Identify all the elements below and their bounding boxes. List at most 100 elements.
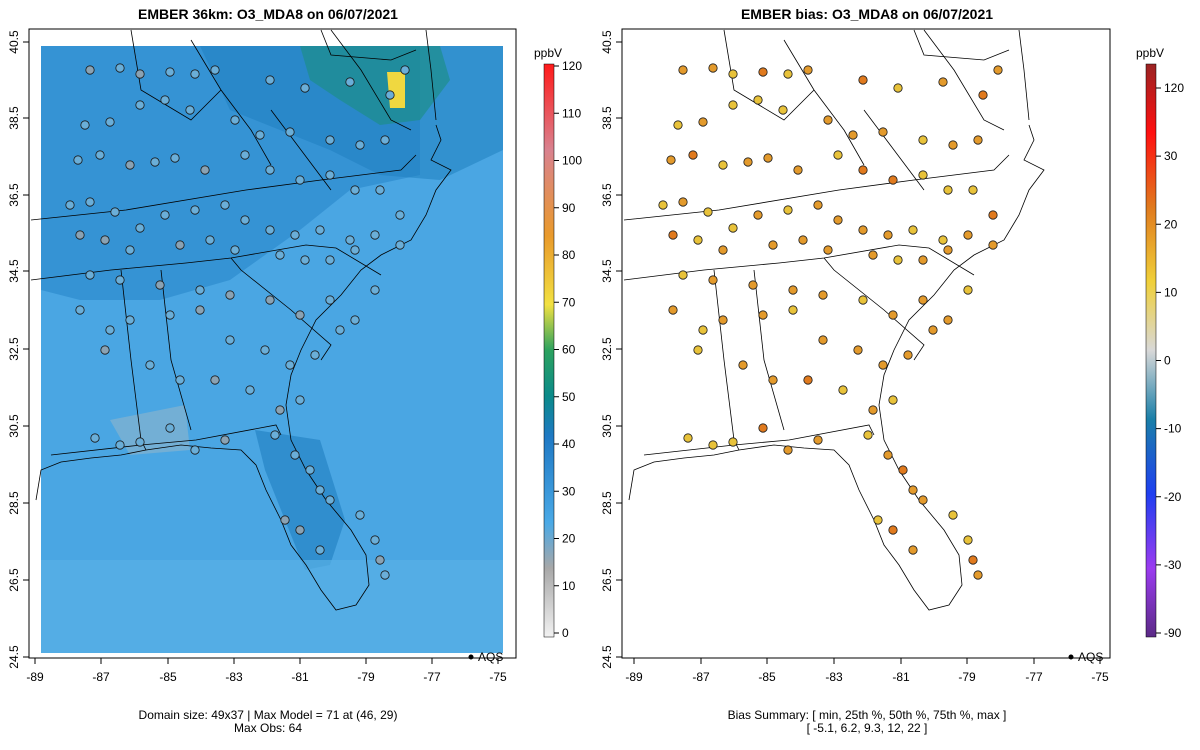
bias-site [888, 175, 898, 185]
bias-site [698, 117, 708, 127]
bias-site [973, 570, 983, 580]
colorbar-tick-label: 50 [562, 390, 576, 404]
y-tick-label: 24.5 [600, 645, 614, 669]
observation-site [315, 485, 325, 495]
right-footer: Bias Summary: [ min, 25th %, 50th %, 75t… [622, 709, 1112, 735]
bias-summary-values: [ -5.1, 6.2, 9.3, 12, 22 ] [806, 721, 928, 735]
bias-site [948, 140, 958, 150]
y-tick-label: 28.5 [7, 491, 21, 515]
colorbar-tick-label: 60 [562, 343, 576, 357]
observation-site [165, 310, 175, 320]
colorbar-tick-label: 100 [562, 154, 582, 168]
bias-site [883, 230, 893, 240]
observation-site [345, 235, 355, 245]
observation-site [90, 433, 100, 443]
aqs-legend-label-bias: AQS [1078, 650, 1104, 664]
bias-site [803, 65, 813, 75]
observation-site [115, 440, 125, 450]
boundary-line [783, 39, 865, 166]
colorbar-tick-label: 10 [1164, 285, 1178, 299]
observation-site [335, 325, 345, 335]
bias-site [888, 310, 898, 320]
colorbar-tick-label: 30 [562, 484, 576, 498]
bias-site [823, 115, 833, 125]
state-borders-bias [623, 29, 1045, 611]
right-map-title: EMBER bias: O3_MDA8 on 06/07/2021 [740, 6, 994, 22]
boundary-line [628, 124, 1045, 611]
bias-site [728, 100, 738, 110]
bias-site [753, 210, 763, 220]
y-tick-label: 26.5 [600, 568, 614, 592]
y-tick-label: 30.5 [7, 414, 21, 438]
observation-site [210, 375, 220, 385]
observation-site [160, 210, 170, 220]
bias-site [768, 240, 778, 250]
observation-site [125, 160, 135, 170]
observation-site [73, 155, 83, 165]
colorbar-tick-label: 110 [562, 106, 581, 120]
bias-site [878, 127, 888, 137]
state-borders [30, 29, 452, 611]
observation-site [200, 165, 210, 175]
observation-site [230, 115, 240, 125]
bias-site [703, 207, 713, 217]
observation-site [395, 210, 405, 220]
observation-site [220, 200, 230, 210]
observation-site [305, 465, 315, 475]
bias-site [813, 200, 823, 210]
boundary-line [723, 29, 815, 121]
bias-sites [658, 63, 1003, 580]
bias-site [823, 245, 833, 255]
observation-site [115, 275, 125, 285]
observation-site [375, 555, 385, 565]
model-field-ocean-light [41, 560, 503, 653]
bias-site [688, 150, 698, 160]
boundary-line [30, 154, 417, 221]
boundary-line [713, 269, 740, 451]
bias-site [708, 275, 718, 285]
bias-site [728, 223, 738, 233]
observation-site [125, 315, 135, 325]
right-y-axis: 24.5 26.5 28.5 30.5 32.5 34.5 36.5 38.5 40.5 [600, 30, 622, 669]
bias-site [753, 95, 763, 105]
observation-site [195, 305, 205, 315]
boundary-line [330, 29, 412, 131]
bias-site [818, 335, 828, 345]
boundary-line [50, 424, 282, 456]
observation-site [395, 240, 405, 250]
bias-site [763, 153, 773, 163]
boundary-line [643, 424, 875, 456]
observation-site [155, 280, 165, 290]
observation-site [80, 120, 90, 130]
observation-site [370, 230, 380, 240]
colorbar-tick-label: 20 [562, 532, 576, 546]
observation-site [295, 175, 305, 185]
right-x-axis: -89 -87 -85 -83 -81 -79 -77 -75 [625, 658, 1109, 684]
aqs-marker-bias [1068, 654, 1074, 660]
bias-site [708, 63, 718, 73]
observation-site [165, 423, 175, 433]
bias-site [908, 485, 918, 495]
observation-site [285, 127, 295, 137]
observation-site [110, 207, 120, 217]
bias-site [683, 433, 693, 443]
y-tick-label: 24.5 [7, 645, 21, 669]
observation-site [295, 395, 305, 405]
observation-site [270, 430, 280, 440]
observation-site [240, 215, 250, 225]
bias-site [968, 185, 978, 195]
observation-site [135, 69, 145, 79]
bias-site [868, 405, 878, 415]
observation-site [380, 570, 390, 580]
x-tick-label: -81 [291, 670, 309, 684]
bias-site [863, 430, 873, 440]
bias-site [678, 270, 688, 280]
observation-site [175, 375, 185, 385]
bias-site [813, 435, 823, 445]
bias-site [698, 325, 708, 335]
boundary-line [425, 29, 437, 121]
observation-site [370, 535, 380, 545]
observation-site [385, 90, 395, 100]
y-tick-label: 32.5 [7, 337, 21, 361]
